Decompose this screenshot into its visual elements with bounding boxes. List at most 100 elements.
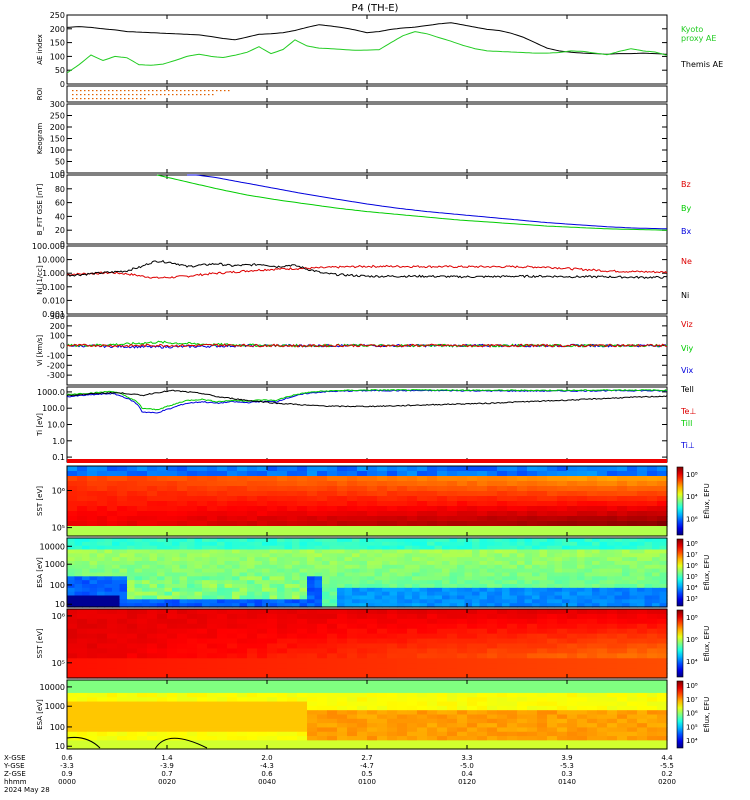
- esa_ion-cell: [134, 580, 143, 585]
- esa_ion-cell: [127, 591, 136, 597]
- esa_elec-cell: [77, 697, 88, 703]
- esa_elec-cell: [517, 731, 528, 737]
- sst_elec-cell: [457, 663, 468, 669]
- sst_elec-cell: [387, 653, 398, 659]
- roi-dot: [192, 90, 194, 92]
- sst_elec-cell: [547, 623, 558, 630]
- sst_elec-cell: [227, 609, 238, 615]
- esa_ion-cell: [67, 568, 76, 574]
- esa_ion-cell: [607, 580, 616, 585]
- sst_elec-cell: [127, 658, 138, 664]
- esa_elec-cell: [187, 684, 198, 690]
- esa_ion-cell: [224, 580, 233, 585]
- sst_elec-cell: [67, 643, 78, 650]
- sst_ion-cell: [567, 501, 578, 507]
- sst_elec-cell: [617, 613, 628, 620]
- esa_ion-cell: [547, 587, 556, 593]
- esa_elec-cell: [657, 692, 668, 698]
- sst_ion-cell: [597, 511, 608, 517]
- esa_elec-cell: [457, 692, 468, 698]
- sst_ion-cell: [267, 471, 278, 477]
- esa_ion-cell: [194, 568, 203, 574]
- sst_elec-cell: [197, 633, 208, 640]
- sst_elec-cell: [247, 618, 258, 625]
- esa_ion-cell: [247, 549, 256, 554]
- esa_elec-cell: [427, 731, 438, 737]
- sst_ion-cell: [607, 531, 618, 537]
- sst_ion-cell: [227, 466, 238, 472]
- esa_elec-cell: [207, 710, 218, 716]
- roi-dot: [196, 90, 198, 92]
- esa_ion-cell: [307, 564, 316, 570]
- ae-ytick-label: 200: [50, 25, 65, 34]
- esa_ion-cell: [487, 541, 496, 547]
- esa_ion-cell: [142, 587, 151, 593]
- esa_ion-cell: [607, 572, 616, 577]
- sst_ion-cell: [367, 466, 378, 472]
- esa_ion-cell: [254, 587, 263, 593]
- sst_ion-cell: [387, 531, 398, 537]
- esa_ion-cell: [539, 549, 548, 554]
- esa_elec-cell: [467, 744, 478, 750]
- esa_ion-cell: [194, 557, 203, 562]
- sst_elec-cell: [267, 668, 278, 674]
- esa_ion-cell: [239, 599, 248, 604]
- esa_elec-cell: [287, 714, 298, 720]
- esa_ion-cell: [284, 584, 293, 589]
- esa_ion-cell: [359, 576, 368, 581]
- sst_elec-cell: [67, 663, 78, 669]
- esa_ion-cell: [284, 587, 293, 593]
- roi-dot: [224, 90, 226, 92]
- sst_ion-cell: [387, 511, 398, 517]
- esa_ion-cell: [217, 568, 226, 574]
- sst_elec-cell: [477, 653, 488, 659]
- sst_elec-cell: [137, 618, 148, 625]
- esa_ion-cell: [464, 549, 473, 554]
- sst_elec-cell: [437, 613, 448, 620]
- esa_elec-cell: [437, 740, 448, 746]
- esa_ion-cell: [104, 541, 113, 547]
- sst_elec-cell: [407, 623, 418, 630]
- esa_ion-cell: [149, 545, 158, 551]
- esa_ion-cell: [644, 553, 653, 558]
- esa_elec-cell: [607, 697, 618, 703]
- sst_elec-cell: [337, 609, 348, 615]
- esa_ion-cell: [247, 595, 256, 600]
- sst_elec-cell: [587, 673, 598, 679]
- sst_ion-cell: [197, 496, 208, 502]
- esa_elec-cell: [247, 697, 258, 703]
- esa_elec-cell: [637, 697, 648, 703]
- esa_elec-cell: [477, 723, 488, 729]
- sst_elec-cell: [267, 648, 278, 654]
- sst_ion-cell: [557, 516, 568, 522]
- esa_ion-cell: [89, 580, 98, 585]
- esa_elec-cell: [457, 740, 468, 746]
- esa_elec-cell: [127, 680, 138, 685]
- esa_ion-cell: [269, 541, 278, 547]
- bfield-legend-0: Bz: [681, 180, 691, 189]
- esa_ion-cell: [322, 545, 331, 551]
- sst_elec-cell: [657, 638, 668, 645]
- esa_elec-cell: [137, 705, 148, 711]
- sst_ion-cell: [347, 511, 358, 517]
- esa_elec-cell: [447, 680, 458, 685]
- sst_ion-cell: [77, 521, 88, 527]
- esa_elec-cell: [67, 697, 78, 703]
- esa_ion-cell: [412, 591, 421, 597]
- sst_ion-cell: [167, 521, 178, 527]
- esa_ion-cell: [419, 557, 428, 562]
- esa_ion-cell: [404, 603, 413, 608]
- esa_ion-ytick-label: 1000: [45, 560, 65, 569]
- sst_ion-cell: [387, 471, 398, 477]
- esa_ion-cell: [344, 538, 353, 543]
- esa_elec-cell: [647, 727, 658, 733]
- esa_elec-cell: [287, 740, 298, 746]
- esa_elec-cell: [197, 723, 208, 729]
- esa_ion-cell: [637, 595, 646, 600]
- esa_ion-cell: [659, 595, 668, 600]
- esa_ion-cell: [397, 553, 406, 558]
- esa_elec-cell: [577, 697, 588, 703]
- esa_elec-cell: [127, 714, 138, 720]
- sst_ion-cell: [427, 486, 438, 492]
- sst_elec-cell: [327, 663, 338, 669]
